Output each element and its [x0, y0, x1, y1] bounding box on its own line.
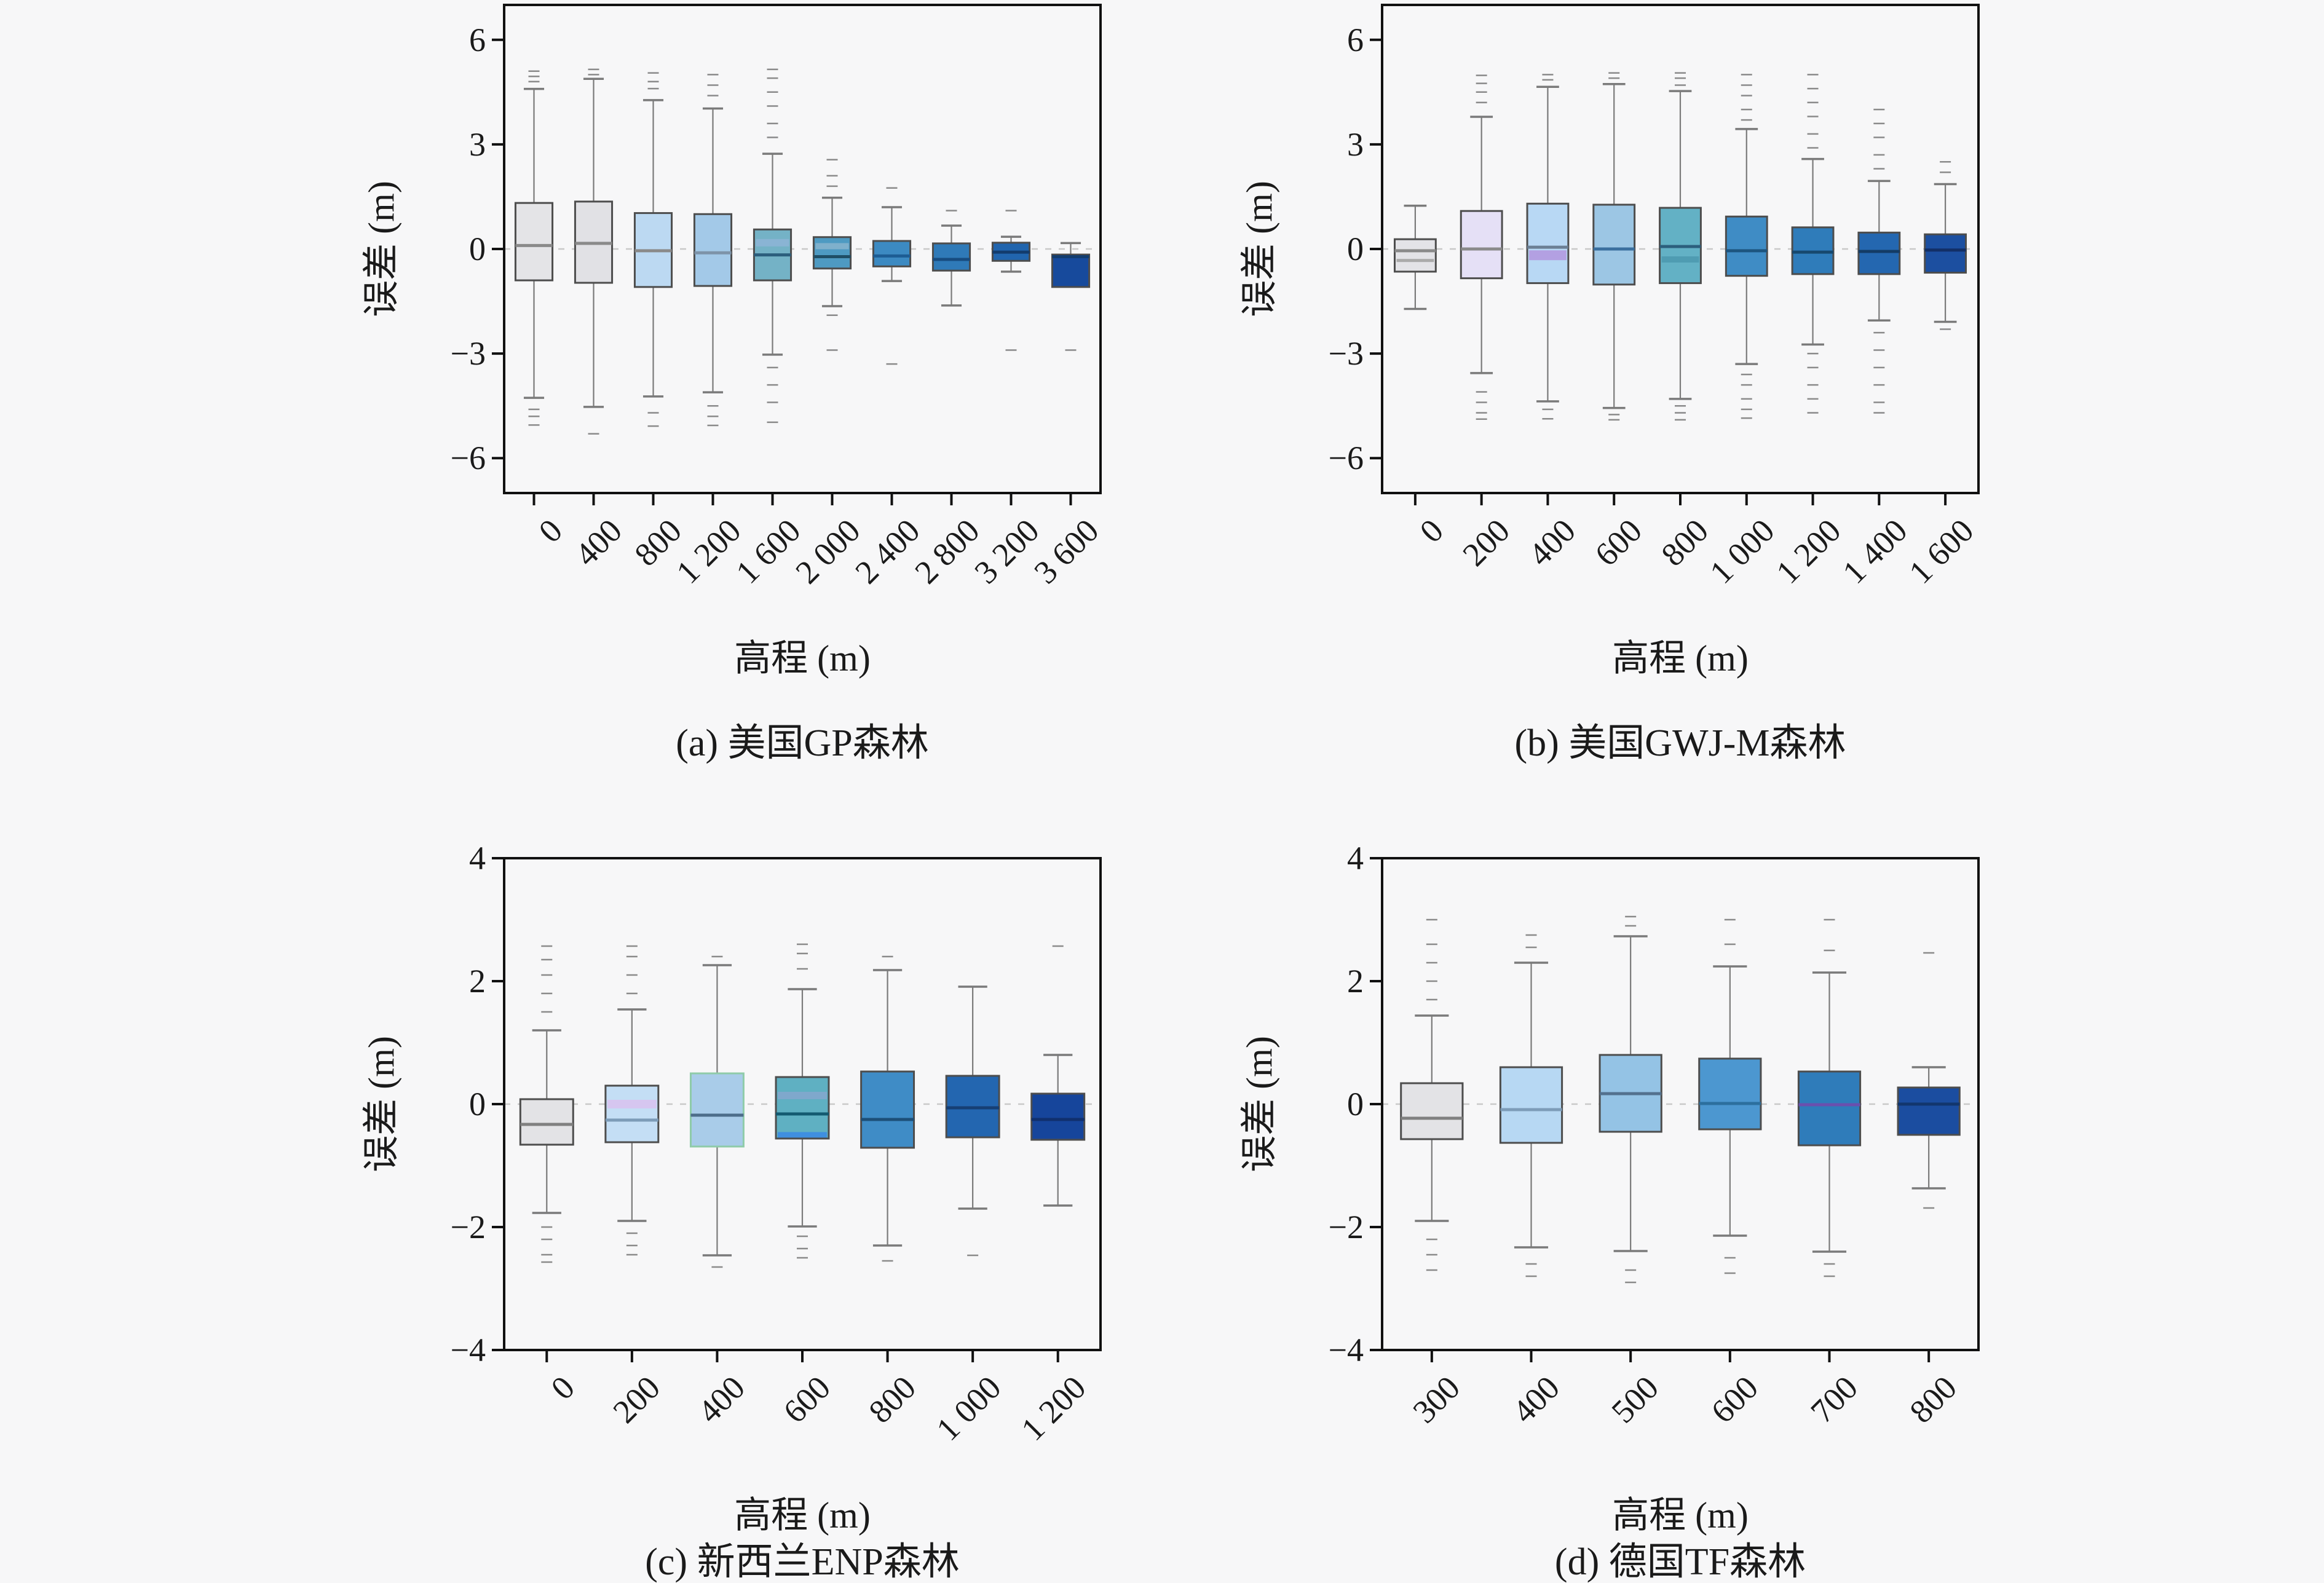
y-tick-label: −2: [450, 1209, 486, 1245]
y-tick-label: 4: [469, 840, 486, 877]
y-tick-label: 3: [469, 125, 486, 163]
y-tick-label: −3: [450, 335, 486, 373]
y-tick-label: 6: [1347, 21, 1364, 58]
y-tick-label: −6: [1328, 440, 1364, 477]
boxplot-canvas-c: [492, 857, 1102, 1362]
y-tick-label: 4: [1347, 840, 1364, 877]
caption-a: (a) 美国GP森林: [676, 722, 929, 764]
y-tick-label: 2: [1347, 963, 1364, 1000]
caption-d: (d) 德国TF森林: [1554, 1541, 1806, 1583]
x-axis-label-c: 高程 (m): [734, 1495, 871, 1536]
y-tick-label: −2: [1328, 1209, 1364, 1245]
y-tick-label: 2: [469, 963, 486, 1000]
y-tick-label: 6: [469, 21, 486, 58]
y-tick-label: 0: [469, 231, 486, 267]
boxplot-canvas-a: [492, 4, 1102, 505]
y-tick-label: −4: [450, 1332, 486, 1368]
y-tick-label: 0: [1347, 1086, 1364, 1123]
caption-b: (b) 美国GWJ-M森林: [1514, 722, 1846, 764]
x-axis-label-a: 高程 (m): [734, 638, 871, 679]
y-tick-label: 0: [1347, 231, 1364, 267]
boxplot-canvas-d: [1370, 857, 1980, 1362]
y-tick-label: 0: [469, 1086, 486, 1123]
x-axis-label-d: 高程 (m): [1612, 1495, 1749, 1536]
y-tick-label: −6: [450, 440, 486, 477]
x-axis-label-b: 高程 (m): [1612, 638, 1749, 679]
boxplot-canvas-b: [1370, 4, 1980, 505]
y-tick-label: −4: [1328, 1332, 1364, 1368]
caption-c: (c) 新西兰ENP森林: [645, 1541, 960, 1583]
y-tick-label: −3: [1328, 335, 1364, 373]
y-tick-label: 3: [1347, 125, 1364, 163]
